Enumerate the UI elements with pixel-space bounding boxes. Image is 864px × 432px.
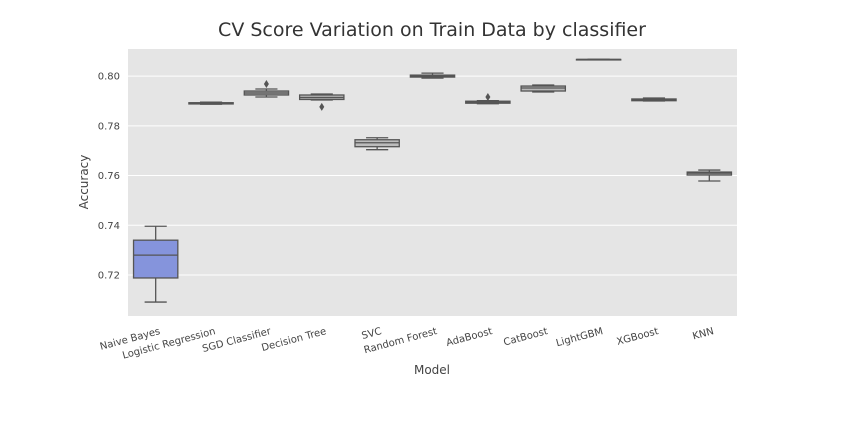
outlier — [319, 102, 325, 111]
y-tick-label: 0.78 — [98, 121, 120, 132]
y-tick-label: 0.72 — [98, 270, 120, 281]
x-tick-label: XGBoost — [616, 326, 660, 348]
outlier — [485, 92, 491, 101]
x-tick-label: AdaBoost — [445, 326, 494, 349]
x-tick-label: KNN — [691, 326, 715, 342]
outlier — [263, 80, 269, 89]
box — [132, 239, 179, 279]
x-tick-label: CatBoost — [502, 326, 549, 348]
y-tick-label: 0.76 — [98, 171, 120, 182]
chart-title: CV Score Variation on Train Data by clas… — [218, 19, 646, 41]
y-tick-label: 0.80 — [98, 72, 120, 83]
y-axis-label: Accuracy — [77, 155, 91, 210]
y-tick-label: 0.74 — [98, 221, 120, 232]
x-axis-label: Model — [414, 363, 450, 377]
x-tick-label: LightGBM — [555, 326, 604, 349]
x-tick-label: SVC — [361, 326, 383, 342]
plot-area — [128, 49, 737, 316]
